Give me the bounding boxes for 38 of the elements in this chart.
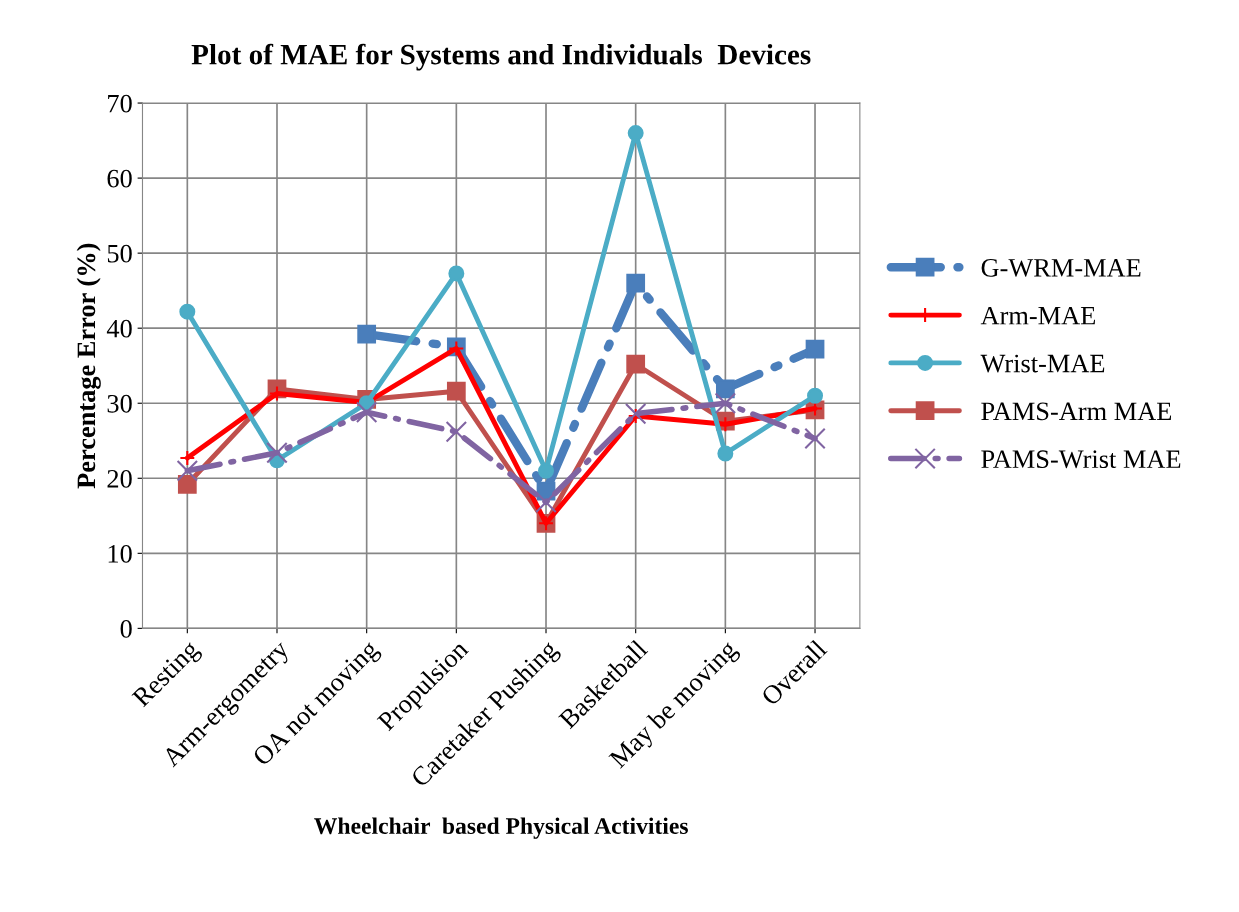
y-tick-label: 0 [120,619,132,638]
point [626,354,646,374]
point [179,303,196,320]
y-tick-label: 70 [108,94,132,113]
point [714,392,737,414]
point [177,474,197,494]
legend-label: G-WRM-MAE [981,258,1141,277]
legend-label: PAMS-Wrist MAE [981,450,1181,469]
x-axis-title: Wheelchair based Physical Activities [314,817,688,839]
point [717,445,734,462]
y-axis-title: Percentage Error (%) [76,243,101,489]
point [538,462,554,479]
point [807,387,824,404]
y-tick-label: 20 [107,469,132,488]
y-tick-label: 40 [106,319,132,338]
y-tick-label: 30 [107,394,132,413]
point [626,273,646,293]
chart-title: Plot of MAE for Systems and Individuals Devices [191,43,811,71]
legend-label: Wrist-MAE [980,354,1105,373]
point [446,381,466,401]
point [357,324,377,344]
legend-label: Arm-MAE [980,306,1095,325]
y-tick-label: 50 [107,244,132,263]
point [445,420,468,443]
point [176,460,199,482]
point [355,401,378,423]
point [804,427,826,450]
y-tick-label: 60 [107,169,132,188]
point [715,379,735,399]
point [179,450,196,466]
legend-label: PAMS-Arm MAE [981,402,1172,421]
y-tick-label: 10 [108,544,132,563]
point [535,491,557,514]
point [624,402,647,425]
point [266,442,288,464]
point [448,265,465,282]
point [805,339,825,359]
point [627,125,644,142]
